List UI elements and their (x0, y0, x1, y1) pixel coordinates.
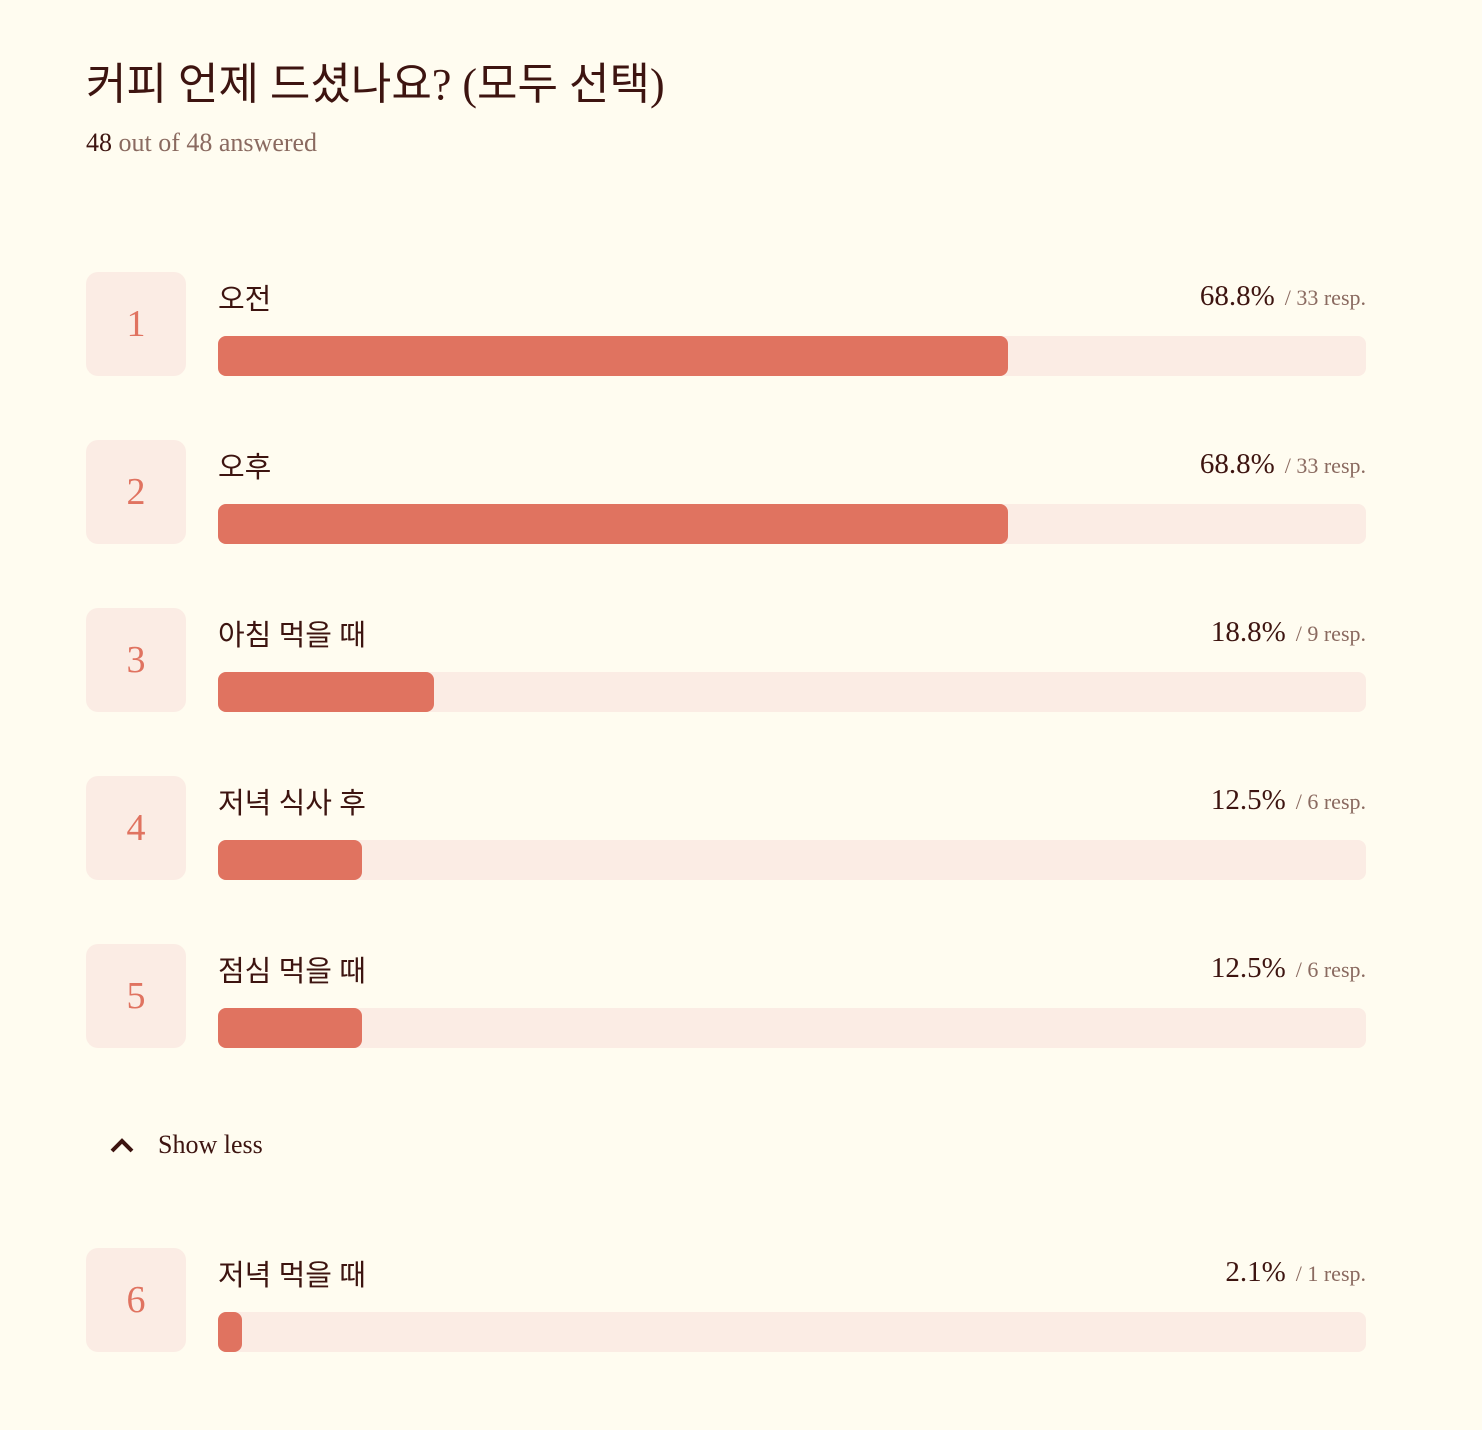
bar-track (218, 672, 1366, 712)
option-stats: 68.8% / 33 resp. (1200, 280, 1366, 313)
rank-badge: 3 (86, 608, 186, 712)
option-stats: 12.5% / 6 resp. (1211, 784, 1366, 817)
option-label: 오전 (218, 284, 272, 316)
percent-label: 12.5% (1210, 784, 1286, 816)
responses-label: / 6 resp. (1295, 789, 1366, 814)
responses-label: / 9 resp. (1295, 621, 1366, 646)
percent-label: 68.8% (1199, 448, 1275, 480)
show-less-button[interactable]: Show less (108, 1130, 263, 1160)
answered-count: 48 out of 48 answered (86, 128, 317, 158)
bar-track (218, 504, 1366, 544)
rank-badge: 6 (86, 1248, 186, 1352)
option-stats: 18.8% / 9 resp. (1211, 616, 1366, 649)
rank-badge: 4 (86, 776, 186, 880)
chevron-up (110, 1138, 134, 1153)
percent-label: 68.8% (1199, 280, 1275, 312)
bar (218, 1008, 362, 1048)
toggle-label: Show less (158, 1130, 263, 1159)
answered-number: 48 (86, 128, 112, 157)
rank-badge: 2 (86, 440, 186, 544)
question-title: 커피 언제 드셨나요? (모두 선택) (86, 60, 665, 109)
bar (218, 672, 434, 712)
percent-label: 12.5% (1210, 952, 1286, 984)
responses-label: / 33 resp. (1284, 285, 1366, 310)
rank-badge: 5 (86, 944, 186, 1048)
option-label: 점심 먹을 때 (218, 956, 366, 988)
percent-label: 18.8% (1210, 616, 1286, 648)
option-label: 저녁 식사 후 (218, 788, 366, 820)
option-stats: 12.5% / 6 resp. (1211, 952, 1366, 985)
option-label: 오후 (218, 452, 272, 484)
bar-track (218, 840, 1366, 880)
bar (218, 336, 1008, 376)
percent-label: 2.1% (1225, 1256, 1286, 1288)
bar-track (218, 1008, 1366, 1048)
responses-label: / 6 resp. (1295, 957, 1366, 982)
option-label: 아침 먹을 때 (218, 620, 366, 652)
option-stats: 2.1% / 1 resp. (1225, 1256, 1366, 1289)
rank-badge: 1 (86, 272, 186, 376)
bar (218, 504, 1008, 544)
bar-track (218, 336, 1366, 376)
bar (218, 1312, 243, 1352)
responses-label: / 33 resp. (1284, 453, 1366, 478)
answered-text: out of 48 answered (118, 128, 318, 157)
bar-track (218, 1312, 1366, 1352)
option-stats: 68.8% / 33 resp. (1200, 448, 1366, 481)
bar (218, 840, 362, 880)
responses-label: / 1 resp. (1295, 1261, 1366, 1286)
option-label: 저녁 먹을 때 (218, 1260, 366, 1292)
